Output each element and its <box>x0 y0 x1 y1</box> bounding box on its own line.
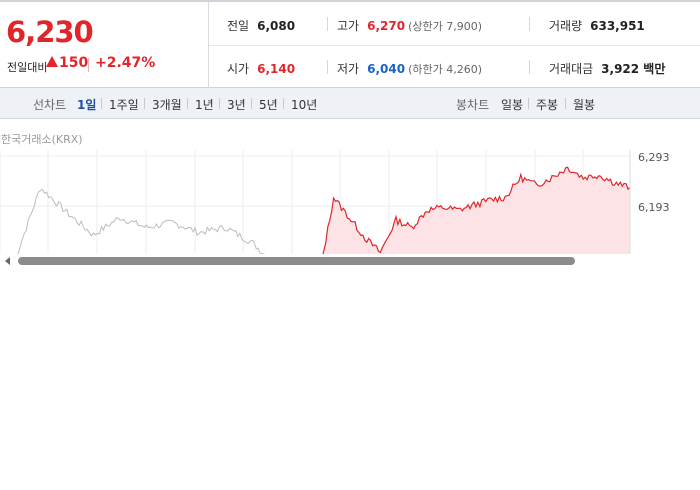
stat-value: 6,040 <box>367 62 406 76</box>
tab-1-week[interactable]: 1주일 <box>109 98 139 112</box>
today-series-area <box>318 167 630 254</box>
price-chart-svg: 6,293 6,193 <box>0 150 670 254</box>
stat-amount: 거래대금 3,922 백만 <box>549 60 665 77</box>
stat-value: 633,951 <box>590 19 645 33</box>
chart-period-tabs: 선차트 1일 1주일 3개월 1년 3년 5년 10년 봉차트 일봉 주봉 월봉 <box>0 88 700 119</box>
price-chart: 6,293 6,193 <box>0 150 700 254</box>
y-tick-label: 6,193 <box>638 201 670 214</box>
stat-label: 거래량 <box>549 19 583 33</box>
chart-scrollbar-thumb[interactable] <box>18 257 575 265</box>
tab-monthly-candle[interactable]: 월봉 <box>573 98 596 112</box>
tab-divider <box>528 98 529 109</box>
current-price: 6,230 <box>6 15 94 49</box>
tab-divider <box>144 98 145 109</box>
tab-divider <box>565 98 566 109</box>
price-box: 6,230 전일대비 150 +2.47% <box>0 2 209 88</box>
stat-label: 시가 <box>227 62 250 76</box>
stat-value: 6,140 <box>257 62 296 76</box>
tab-divider <box>187 98 188 109</box>
stat-value: 6,080 <box>257 19 296 33</box>
stats-row-divider <box>209 45 700 46</box>
today-series-line <box>322 166 631 254</box>
tab-1-year[interactable]: 1년 <box>195 98 214 112</box>
tab-divider <box>283 98 284 109</box>
y-tick-label: 6,293 <box>638 151 670 164</box>
diff-label: 전일대비 <box>7 61 48 74</box>
stat-label: 전일 <box>227 19 250 33</box>
stat-high: 고가 6,270 (상한가 7,900) <box>337 17 482 34</box>
diff-rate: +2.47% <box>95 55 156 71</box>
up-triangle-icon <box>46 56 58 67</box>
stat-open: 시가 6,140 <box>227 60 295 77</box>
stat-prev-close: 전일 6,080 <box>227 17 295 34</box>
line-chart-label: 선차트 <box>33 98 67 112</box>
quote-summary: 6,230 전일대비 150 +2.47% 전일 6,080 고가 6,270 (상한… <box>0 0 700 88</box>
tab-3-years[interactable]: 3년 <box>227 98 246 112</box>
tab-1-day[interactable]: 1일 <box>77 98 97 112</box>
stat-divider <box>529 17 530 31</box>
tab-divider <box>101 98 102 109</box>
tab-divider <box>251 98 252 109</box>
tab-5-years[interactable]: 5년 <box>259 98 278 112</box>
candle-chart-label: 봉차트 <box>456 98 490 112</box>
scroll-left-arrow-icon[interactable] <box>5 257 10 265</box>
diff-divider <box>88 58 89 72</box>
tab-daily-candle[interactable]: 일봉 <box>501 98 524 112</box>
stats-table: 전일 6,080 고가 6,270 (상한가 7,900) 거래량 633,951 시가… <box>209 2 700 88</box>
stat-value: 6,270 <box>367 19 406 33</box>
stat-volume: 거래량 633,951 <box>549 17 645 34</box>
data-source-label: 한국거래소(KRX) <box>1 133 83 146</box>
stat-divider <box>327 17 328 31</box>
stat-label: 저가 <box>337 62 360 76</box>
diff-value: 150 <box>59 55 89 71</box>
stat-label: 거래대금 <box>549 62 594 76</box>
stat-divider <box>327 60 328 74</box>
tab-weekly-candle[interactable]: 주봉 <box>536 98 559 112</box>
tab-10-years[interactable]: 10년 <box>291 98 318 112</box>
previous-day-series-line <box>17 188 265 254</box>
tab-3-months[interactable]: 3개월 <box>152 98 182 112</box>
stat-label: 고가 <box>337 19 360 33</box>
stat-value: 3,922 백만 <box>601 62 666 76</box>
stat-sub: (하한가 4,260) <box>408 63 482 76</box>
stat-divider <box>529 60 530 74</box>
stat-sub: (상한가 7,900) <box>408 20 482 33</box>
tab-divider <box>219 98 220 109</box>
stat-low: 저가 6,040 (하한가 4,260) <box>337 60 482 77</box>
